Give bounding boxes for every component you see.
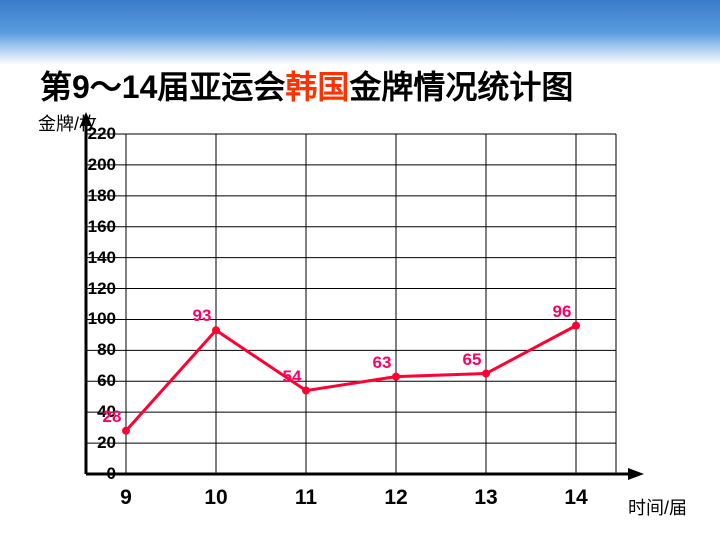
chart-title: 第9～14届亚运会韩国金牌情况统计图 xyxy=(40,62,573,108)
title-pre: 第9～14届亚运会 xyxy=(40,69,285,105)
y-tick-label: 0 xyxy=(66,464,116,484)
y-tick-label: 120 xyxy=(66,279,116,299)
y-tick-label: 140 xyxy=(66,248,116,268)
x-tick-label: 10 xyxy=(196,486,236,510)
y-tick-label: 80 xyxy=(66,340,116,360)
y-tick-label: 180 xyxy=(66,186,116,206)
y-tick-label: 60 xyxy=(66,371,116,391)
data-label: 63 xyxy=(373,353,392,373)
x-axis-label: 时间/届 xyxy=(628,494,687,520)
x-tick-label: 13 xyxy=(466,486,506,510)
data-label: 28 xyxy=(103,407,122,427)
y-tick-label: 200 xyxy=(66,155,116,175)
y-tick-label: 160 xyxy=(66,217,116,237)
data-label: 65 xyxy=(463,350,482,370)
y-tick-label: 220 xyxy=(66,124,116,144)
y-tick-label: 100 xyxy=(66,309,116,329)
data-label: 93 xyxy=(193,306,212,326)
data-label: 54 xyxy=(283,367,302,387)
x-tick-label: 11 xyxy=(286,486,326,510)
slide: 第9～14届亚运会韩国金牌情况统计图 金牌/枚 时间/届 02040608010… xyxy=(0,0,720,540)
title-highlight: 韩国 xyxy=(285,69,349,105)
data-label: 96 xyxy=(553,302,572,322)
chart-area: 0204060801001201401601802002209101112131… xyxy=(86,134,656,494)
x-tick-label: 14 xyxy=(556,486,596,510)
title-post: 金牌情况统计图 xyxy=(349,69,573,105)
x-tick-label: 12 xyxy=(376,486,416,510)
x-tick-label: 9 xyxy=(106,486,146,510)
y-tick-label: 20 xyxy=(66,433,116,453)
